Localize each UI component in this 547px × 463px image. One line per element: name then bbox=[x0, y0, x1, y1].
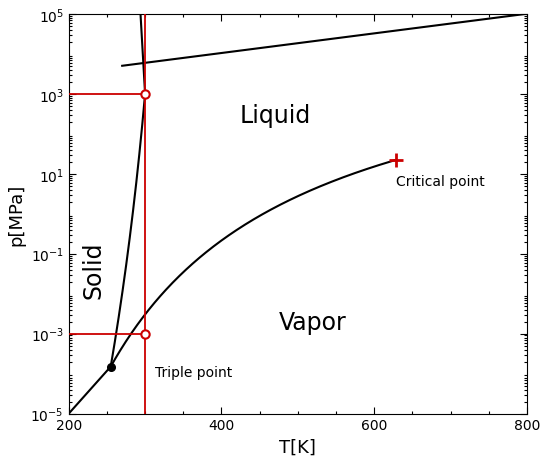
Y-axis label: p[MPa]: p[MPa] bbox=[7, 183, 25, 245]
Text: Vapor: Vapor bbox=[279, 310, 347, 334]
X-axis label: T[K]: T[K] bbox=[280, 438, 316, 456]
Text: Liquid: Liquid bbox=[239, 103, 311, 127]
Text: Triple point: Triple point bbox=[155, 365, 232, 379]
Text: Solid: Solid bbox=[81, 241, 105, 299]
Text: Critical point: Critical point bbox=[395, 175, 484, 188]
